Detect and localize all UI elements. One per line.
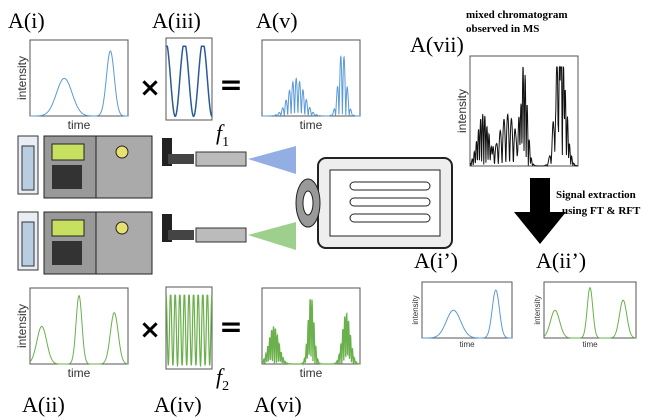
esi-needle [195, 151, 247, 167]
spray [248, 146, 296, 174]
y-axis-label: intensity [455, 89, 469, 133]
panel-label: A(ii’) [536, 248, 586, 273]
x-axis-label: time [300, 118, 323, 132]
frequency-subscript: 2 [222, 379, 229, 394]
y-axis-label: intensity [533, 295, 542, 324]
panel-label: A(iii) [152, 8, 201, 33]
x-axis-label: time [68, 366, 91, 380]
x-axis-label: time [459, 340, 475, 349]
ms-inlet-hole [302, 190, 314, 216]
reservoir-liquid [21, 221, 35, 267]
x-axis-label: time [68, 118, 91, 132]
spray [248, 222, 296, 250]
connector [168, 230, 194, 240]
operator: = [219, 310, 242, 343]
plot-frame [29, 39, 129, 117]
valve [162, 214, 172, 242]
operator: × [139, 73, 161, 103]
panel-label: A(i) [8, 8, 45, 33]
curve [261, 299, 360, 366]
x-axis-label: time [300, 366, 323, 380]
rod [349, 213, 431, 223]
x-axis-label: time [582, 340, 598, 349]
operator: = [219, 68, 242, 101]
panel-label: A(vi) [254, 392, 302, 417]
frequency: f2 [216, 364, 229, 394]
frequency: f1 [216, 120, 229, 150]
plot-frame [543, 281, 637, 339]
curve [29, 294, 129, 365]
plot-frame [421, 281, 513, 339]
knob [115, 221, 129, 235]
frequency-symbol: f [216, 120, 225, 145]
plot-frame [261, 39, 361, 117]
y-axis-label: intensity [15, 304, 29, 348]
curve [166, 45, 213, 118]
rod [349, 197, 431, 207]
connector [168, 154, 194, 164]
panel-label: A(iv) [154, 392, 202, 417]
extraction-text: Signal extraction [556, 189, 636, 201]
pump-screen [51, 143, 85, 161]
caption: mixed chromatogram [466, 9, 568, 21]
lc-pump [17, 135, 296, 199]
panel-label: A(ii) [22, 392, 65, 417]
y-axis-label: intensity [15, 56, 29, 100]
keypad [52, 165, 82, 189]
curve [469, 65, 579, 167]
arrow [514, 178, 566, 244]
plot-frame [29, 287, 129, 365]
panel-label: A(v) [256, 8, 298, 33]
keypad [52, 241, 82, 265]
panel-label: A(i’) [414, 248, 458, 273]
pump-panel [95, 211, 153, 275]
pump-screen [51, 219, 85, 237]
y-axis-label: intensity [411, 295, 420, 324]
curve [30, 50, 128, 117]
curve [262, 54, 360, 118]
curve [422, 289, 512, 339]
esi-needle [195, 227, 247, 243]
reservoir-liquid [21, 145, 35, 191]
frequency-symbol: f [216, 364, 225, 389]
pump-panel [95, 135, 153, 199]
operator: × [139, 315, 161, 345]
frequency-subscript: 1 [222, 135, 229, 150]
valve [162, 138, 172, 166]
panel-label: A(vii) [410, 32, 464, 57]
lc-pump [17, 211, 296, 275]
knob [115, 145, 129, 159]
curve [543, 286, 637, 339]
mass-spectrometer [295, 157, 453, 249]
curve [165, 294, 213, 368]
extraction-text: using FT & RFT [562, 205, 641, 217]
rod [349, 181, 431, 191]
caption: observed in MS [466, 23, 539, 35]
